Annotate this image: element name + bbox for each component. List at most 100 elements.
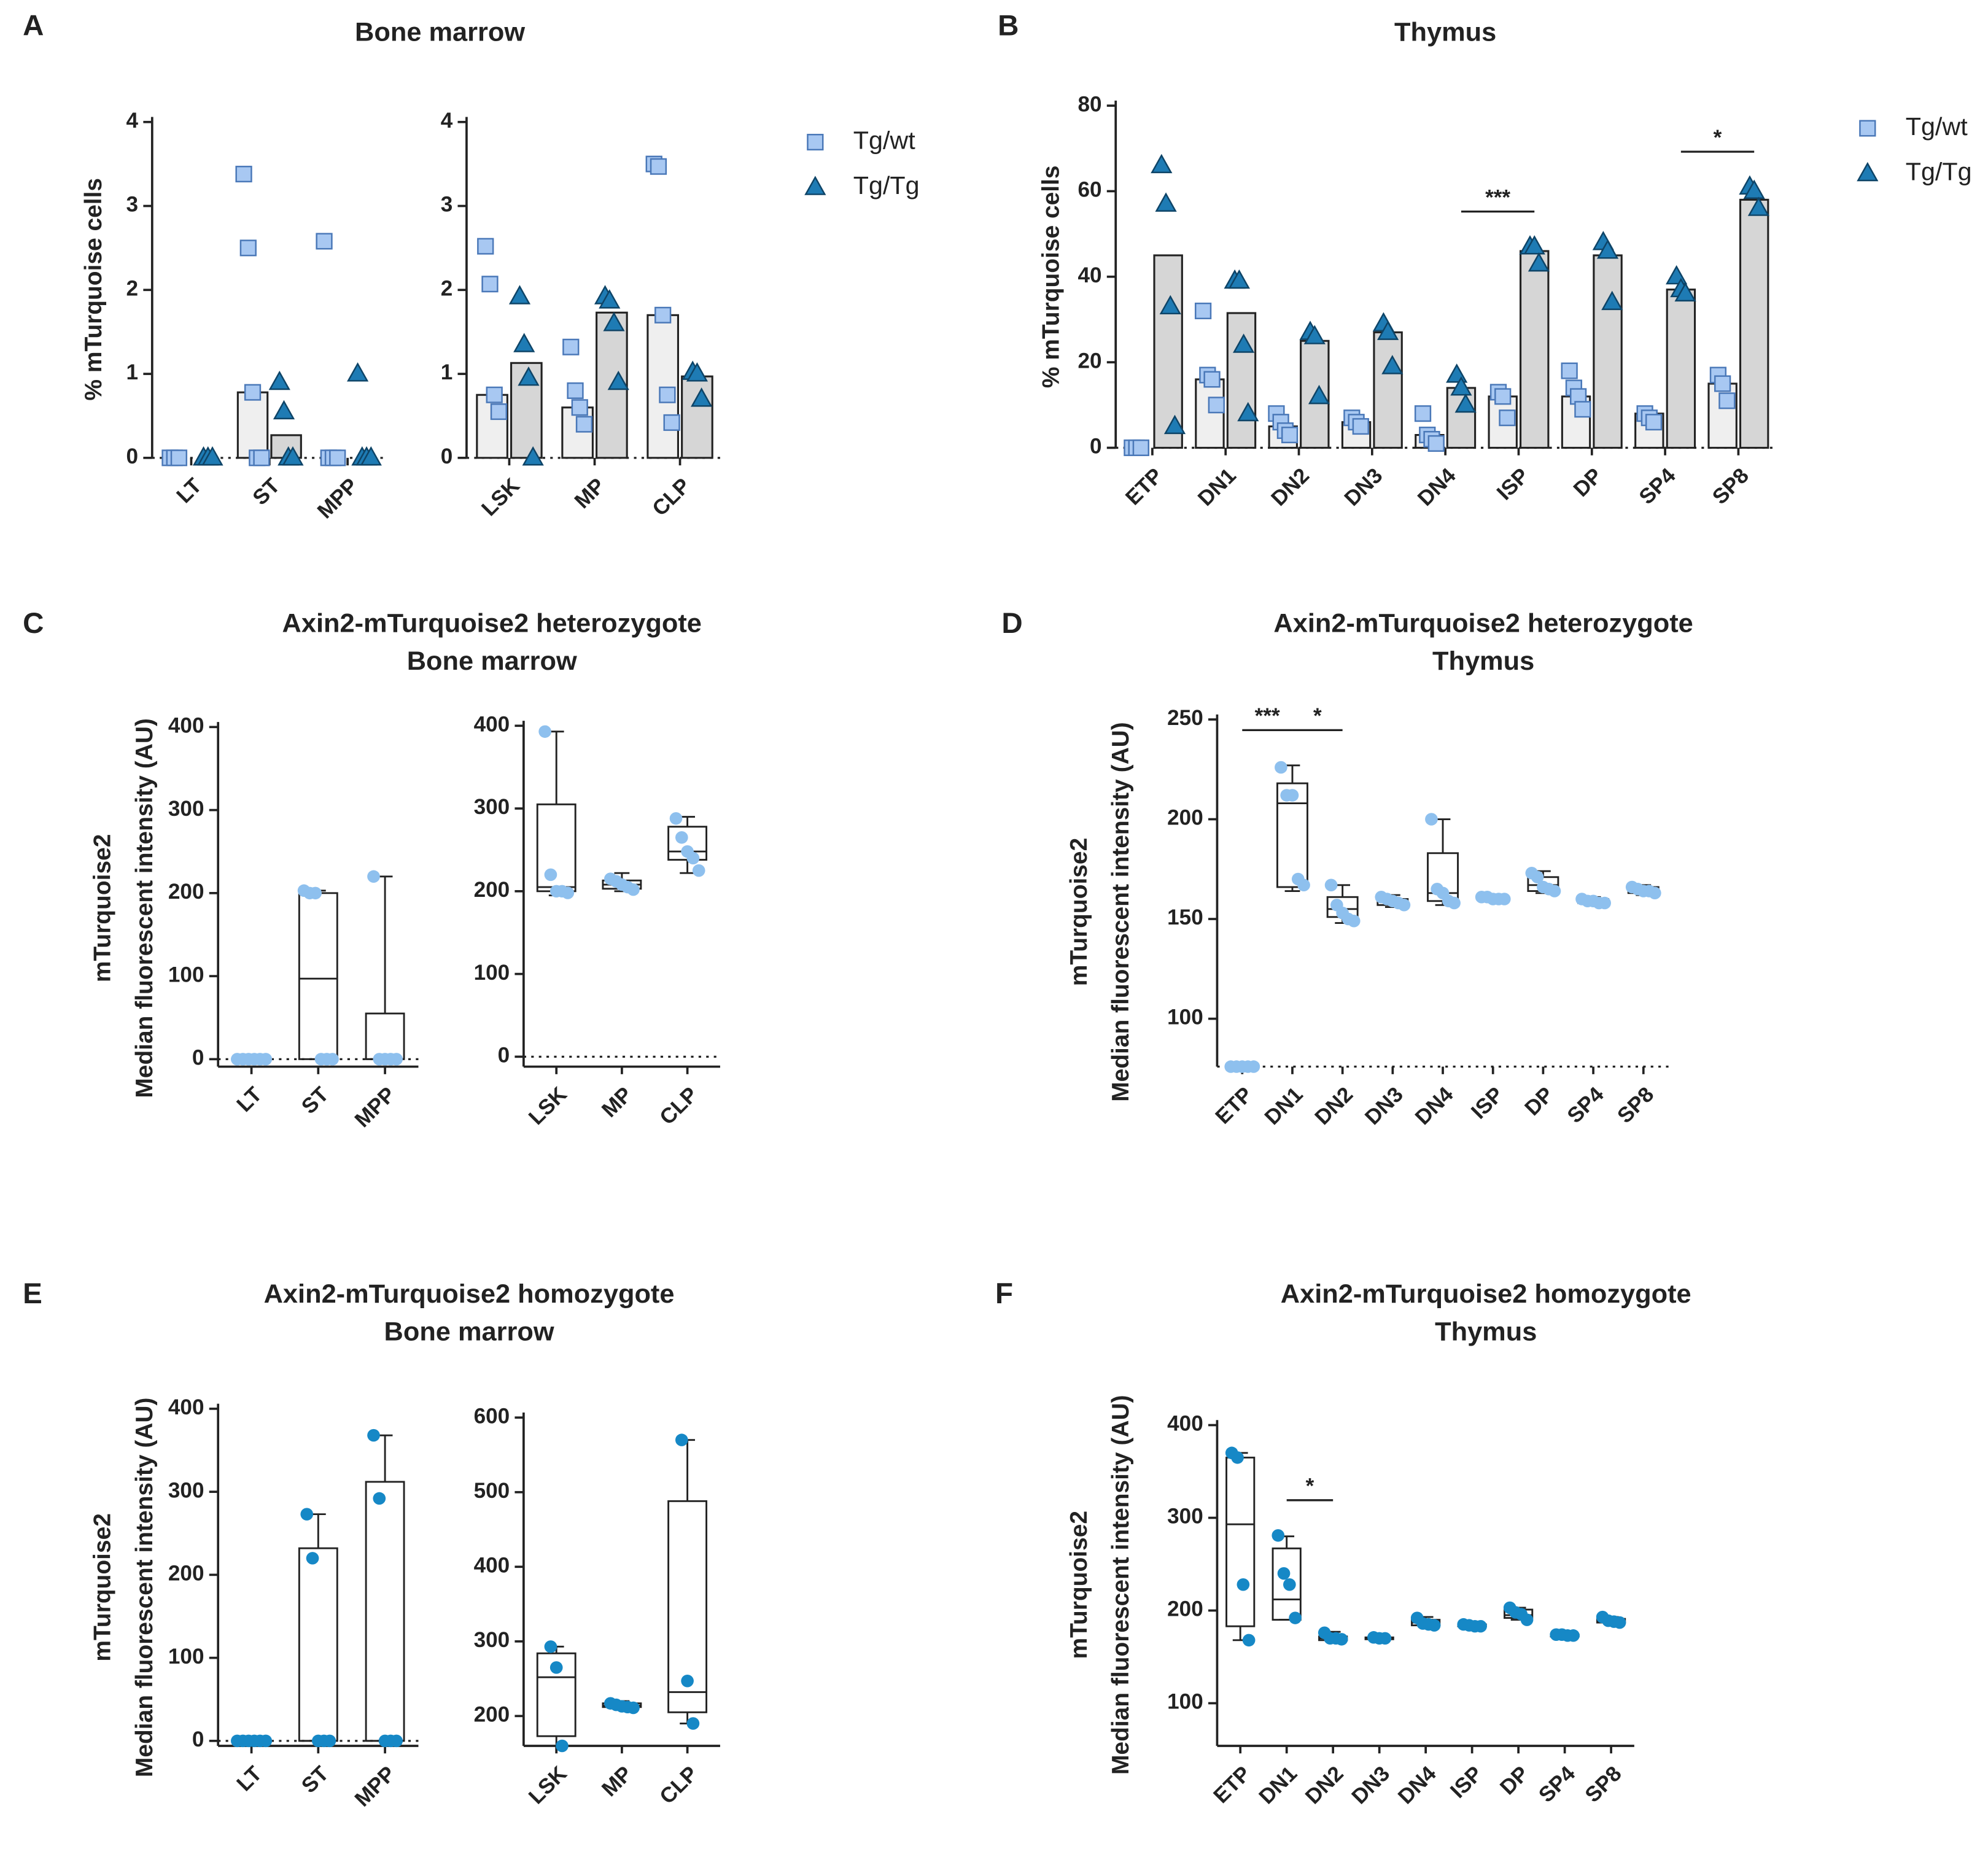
panel-letter: D [1001, 607, 1022, 640]
y-axis-label: Median fluorescent intensity (AU) [1108, 1395, 1134, 1775]
bar [1226, 312, 1257, 449]
data-point [692, 864, 705, 877]
y-tick-label: 100 [474, 961, 510, 985]
chart-title: Axin2-mTurquoise2 homozygote [264, 1279, 675, 1309]
data-point [239, 239, 257, 257]
y-axis-label: Median fluorescent intensity (AU) [131, 1398, 158, 1778]
data-point [544, 868, 557, 882]
data-point [1596, 239, 1619, 259]
y-axis-label: Median fluorescent intensity (AU) [1108, 722, 1134, 1102]
data-point [1151, 153, 1173, 174]
panel-letter: A [23, 10, 44, 42]
x-tick-label: LSK [524, 1082, 572, 1130]
y-axis-label: mTurquoise2 [90, 1513, 116, 1662]
x-tick-label: SP8 [1707, 463, 1753, 509]
y-tick-label: 0 [192, 1727, 204, 1751]
y-tick-label: 250 [1167, 706, 1203, 730]
data-point [1297, 878, 1310, 892]
data-point [659, 386, 676, 403]
data-point [1450, 376, 1472, 396]
y-tick-label: 200 [1167, 1597, 1203, 1621]
x-tick-label: MPP [350, 1762, 400, 1812]
y-tick-label: 40 [1077, 263, 1101, 287]
data-point [522, 446, 544, 466]
x-tick-label: DN4 [1393, 1761, 1441, 1808]
legend-label: Tg/wt [853, 126, 916, 155]
data-point [282, 446, 304, 466]
y-tick-label: 1 [441, 360, 453, 384]
data-point [1163, 414, 1186, 435]
x-tick-label: SP8 [1580, 1762, 1626, 1807]
y-tick-label: 3 [126, 193, 139, 217]
y-tick-label: 300 [474, 1628, 510, 1652]
data-point [669, 812, 683, 825]
data-point [1289, 1611, 1302, 1624]
chart-subtitle: Bone marrow [384, 1317, 554, 1346]
bar [1666, 289, 1696, 449]
x-tick-label: ETP [1209, 1762, 1256, 1808]
data-point [309, 886, 322, 900]
data-point [1454, 393, 1477, 413]
y-tick-label: 4 [441, 109, 453, 133]
x-tick-label: DP [1569, 463, 1607, 502]
x-tick-label: CLP [648, 473, 695, 521]
data-point [360, 446, 382, 466]
y-tick-label: 200 [474, 878, 510, 902]
data-point [544, 1640, 557, 1653]
data-point [1645, 414, 1663, 431]
data-point [1381, 355, 1404, 374]
x-tick-label: SP4 [1534, 1761, 1580, 1807]
data-point [1648, 886, 1661, 900]
data-point [259, 1053, 273, 1066]
data-point [1567, 1629, 1580, 1642]
significance-label: *** [1255, 704, 1280, 728]
significance-label: * [1313, 704, 1322, 728]
data-point [654, 306, 672, 324]
bar [236, 391, 269, 459]
data-point [567, 382, 584, 399]
x-tick-label: MPP [313, 473, 362, 523]
y-tick-label: 2 [126, 277, 139, 301]
data-point [1743, 179, 1765, 199]
panel-letter: C [23, 607, 44, 640]
y-tick-label: 200 [474, 1703, 510, 1727]
data-point [1283, 1578, 1296, 1591]
x-tick-label: ST [248, 473, 284, 510]
data-point [1247, 1060, 1260, 1073]
data-point [562, 338, 580, 355]
data-point [1277, 1567, 1291, 1580]
data-point [1714, 375, 1731, 392]
y-tick-label: 150 [1167, 905, 1203, 929]
box [1276, 782, 1308, 888]
x-tick-label: MP [597, 1082, 637, 1122]
data-point [571, 399, 588, 416]
data-point [686, 1717, 700, 1730]
box [1272, 1547, 1302, 1621]
data-point [1237, 401, 1259, 422]
x-tick-label: LSK [477, 473, 524, 521]
box [536, 803, 577, 893]
y-tick-label: 200 [1167, 806, 1203, 830]
data-point [1747, 196, 1770, 216]
bar [1446, 387, 1477, 449]
x-tick-label: SP8 [1613, 1082, 1659, 1128]
bar [510, 362, 543, 459]
x-tick-label: ISP [1467, 1082, 1508, 1123]
y-axis-label: mTurquoise2 [1066, 838, 1092, 987]
data-point [650, 158, 667, 175]
y-tick-label: 300 [168, 797, 204, 821]
x-tick-label: DP [1496, 1762, 1534, 1800]
y-tick-label: 100 [168, 1645, 204, 1669]
y-tick-label: 400 [474, 1554, 510, 1578]
data-point [1208, 397, 1225, 414]
bar [1593, 254, 1623, 449]
data-point [1528, 252, 1550, 272]
x-tick-label: DN2 [1310, 1082, 1357, 1130]
data-point [235, 166, 252, 183]
data-point [1494, 388, 1512, 405]
y-tick-label: 0 [498, 1044, 510, 1068]
legend-label: Tg/wt [1906, 112, 1968, 141]
x-tick-label: ETP [1121, 463, 1168, 510]
data-point [390, 1053, 403, 1066]
data-point [1446, 363, 1468, 383]
